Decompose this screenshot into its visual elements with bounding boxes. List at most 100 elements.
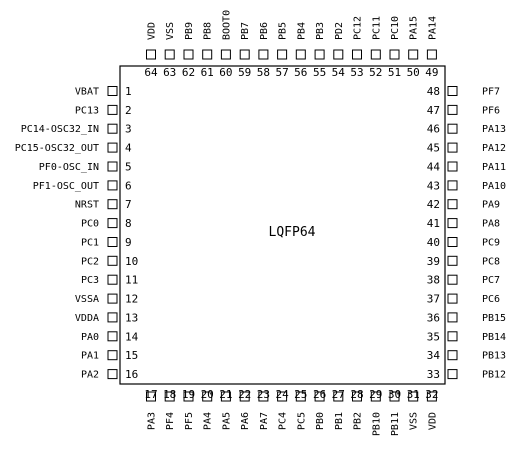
- pin-number: 45: [427, 142, 440, 155]
- pin-pad: [107, 274, 118, 285]
- pin-number: 22: [238, 388, 251, 401]
- pin-pad: [107, 104, 118, 115]
- pin-label: PC9: [482, 238, 500, 249]
- pin-label: PB11: [390, 412, 401, 436]
- pin-number: 36: [427, 311, 440, 324]
- pin-number: 40: [427, 236, 440, 249]
- pin-number: 26: [313, 388, 326, 401]
- pin-pad: [202, 49, 213, 60]
- pin-number: 7: [125, 198, 132, 211]
- pin-label: PA12: [482, 143, 506, 154]
- pin-number: 60: [219, 66, 232, 79]
- pin-number: 63: [163, 66, 176, 79]
- pin-label: PB9: [184, 22, 195, 40]
- pin-label: PC2: [81, 256, 99, 267]
- pin-number: 31: [407, 388, 420, 401]
- pin-number: 58: [257, 66, 270, 79]
- pin-pad: [408, 391, 419, 402]
- pin-label: PA4: [203, 412, 214, 430]
- pin-label: PC1: [81, 238, 99, 249]
- pin-number: 61: [201, 66, 214, 79]
- pin-number: 43: [427, 179, 440, 192]
- pin-number: 2: [125, 104, 132, 117]
- pin-number: 13: [125, 311, 138, 324]
- pin-pad: [239, 49, 250, 60]
- pin-number: 37: [427, 293, 440, 306]
- pin-label: PA5: [221, 412, 232, 430]
- pin-pad: [146, 391, 156, 402]
- pin-number: 64: [144, 66, 158, 79]
- pin-label: PC15-OSC32_OUT: [15, 143, 99, 154]
- pin-label: PA2: [81, 370, 99, 381]
- pin-label: PA7: [259, 412, 270, 430]
- pin-label: PA11: [482, 162, 506, 173]
- pin-pad: [277, 391, 288, 402]
- pin-label: BOOT0: [221, 10, 232, 40]
- pin-number: 55: [313, 66, 326, 79]
- pin-label: PC3: [81, 275, 99, 286]
- pin-number: 38: [427, 274, 440, 287]
- pin-number: 30: [388, 388, 401, 401]
- pin-number: 62: [182, 66, 195, 79]
- pin-label: VDDA: [75, 313, 99, 324]
- pin-pad: [370, 391, 381, 402]
- pin-pad: [447, 218, 458, 229]
- pin-number: 35: [427, 330, 440, 343]
- pin-pad: [447, 161, 458, 172]
- pin-pad: [202, 391, 213, 402]
- pin-number: 19: [182, 388, 195, 401]
- pin-pad: [183, 391, 194, 402]
- pin-pad: [107, 199, 118, 210]
- pin-label: PC7: [482, 275, 500, 286]
- pin-number: 20: [201, 388, 214, 401]
- pin-number: 25: [294, 388, 307, 401]
- pin-number: 51: [388, 66, 401, 79]
- pin-pad: [447, 293, 458, 304]
- pin-pad: [447, 369, 458, 380]
- pin-number: 14: [125, 330, 139, 343]
- pin-number: 23: [257, 388, 270, 401]
- pin-label: PC14-OSC32_IN: [21, 124, 99, 135]
- pin-pad: [426, 49, 437, 60]
- pin-label: PB14: [482, 332, 506, 343]
- pin-pad: [277, 49, 288, 60]
- pin-pad: [389, 49, 400, 60]
- pin-pad: [352, 49, 362, 60]
- pin-label: PC13: [75, 105, 99, 116]
- pin-pad: [295, 391, 306, 402]
- pin-number: 59: [238, 66, 251, 79]
- pin-number: 56: [294, 66, 307, 79]
- pin-pad: [447, 312, 458, 323]
- pin-pad: [146, 49, 156, 60]
- pin-label: VSSA: [75, 294, 99, 305]
- pin-number: 52: [369, 66, 382, 79]
- pin-number: 49: [425, 66, 438, 79]
- pin-label: PF1-OSC_OUT: [33, 181, 99, 192]
- pin-pad: [258, 391, 269, 402]
- pin-pad: [220, 49, 231, 60]
- pin-pad: [447, 255, 458, 266]
- pin-label: VDD: [147, 22, 158, 40]
- pin-pad: [164, 391, 175, 402]
- pin-number: 29: [369, 388, 382, 401]
- pin-label: PB4: [296, 22, 307, 40]
- pin-number: 44: [427, 161, 441, 174]
- pin-label: PC5: [296, 412, 307, 430]
- pin-number: 57: [275, 66, 288, 79]
- pin-pad: [107, 293, 118, 304]
- pin-label: PA10: [482, 181, 506, 192]
- pin-label: PC6: [482, 294, 500, 305]
- pin-number: 41: [427, 217, 440, 230]
- pin-number: 24: [275, 388, 289, 401]
- pin-pad: [107, 255, 118, 266]
- pin-number: 27: [332, 388, 345, 401]
- pin-number: 12: [125, 293, 138, 306]
- chip-body: [119, 65, 446, 385]
- pin-label: PA1: [81, 351, 99, 362]
- pin-number: 34: [427, 349, 441, 362]
- pin-pad: [447, 350, 458, 361]
- pin-label: NRST: [75, 200, 99, 211]
- pin-label: PB0: [315, 412, 326, 430]
- pin-number: 1: [125, 85, 132, 98]
